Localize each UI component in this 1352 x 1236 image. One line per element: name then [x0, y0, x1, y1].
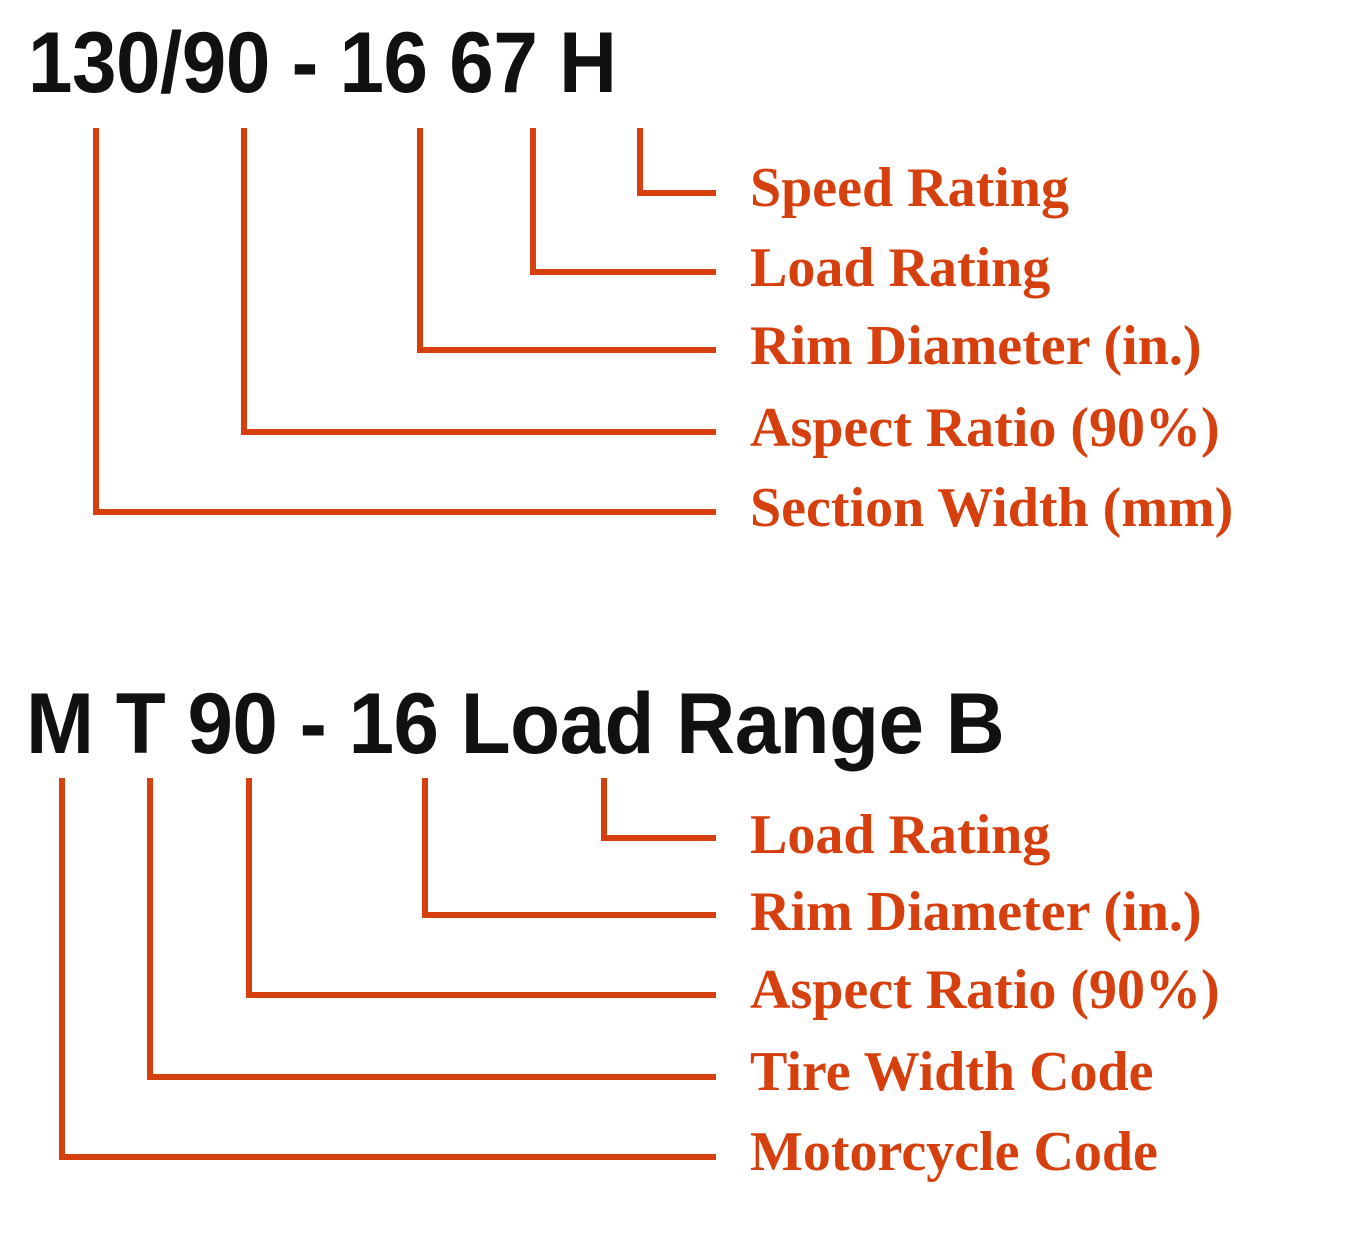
leader-lines-alpha	[59, 778, 716, 1160]
callout-label-speed-rating: Speed Rating	[750, 157, 1069, 219]
page-title-alpha-size: M T 90 - 16 Load Range B	[26, 676, 1005, 772]
leader-line-metric-3	[241, 128, 716, 435]
callout-label-load-rating: Load Rating	[750, 804, 1051, 866]
callout-label-rim-diameter: Rim Diameter (in.)	[750, 881, 1202, 943]
leader-line-alpha-2	[246, 778, 716, 998]
callout-label-section-width: Section Width (mm)	[750, 477, 1234, 539]
callout-label-aspect-ratio: Aspect Ratio (90%)	[750, 959, 1220, 1021]
leader-lines-metric	[93, 128, 716, 515]
tire-size-diagram-alpha: M T 90 - 16 Load Range B Load Rating Rim…	[0, 655, 1352, 1236]
leader-line-metric-0	[637, 128, 716, 196]
page-title-metric-size: 130/90 - 16 67 H	[28, 15, 617, 111]
leader-line-alpha-3	[147, 778, 716, 1080]
leader-line-alpha-0	[601, 778, 716, 841]
tire-size-diagram-metric: 130/90 - 16 67 H Speed Rating Load Ratin…	[28, 15, 1234, 539]
callout-label-tire-width-code: Tire Width Code	[750, 1041, 1154, 1103]
leader-line-alpha-1	[422, 778, 716, 918]
callout-label-rim-diameter: Rim Diameter (in.)	[750, 315, 1202, 377]
leader-line-metric-1	[530, 128, 716, 275]
callout-label-motorcycle-code: Motorcycle Code	[750, 1121, 1158, 1183]
leader-line-metric-4	[93, 128, 716, 515]
callout-label-aspect-ratio: Aspect Ratio (90%)	[750, 397, 1220, 459]
leader-line-alpha-4	[59, 778, 716, 1160]
leader-line-metric-2	[417, 128, 716, 353]
callout-label-load-rating: Load Rating	[750, 237, 1051, 299]
